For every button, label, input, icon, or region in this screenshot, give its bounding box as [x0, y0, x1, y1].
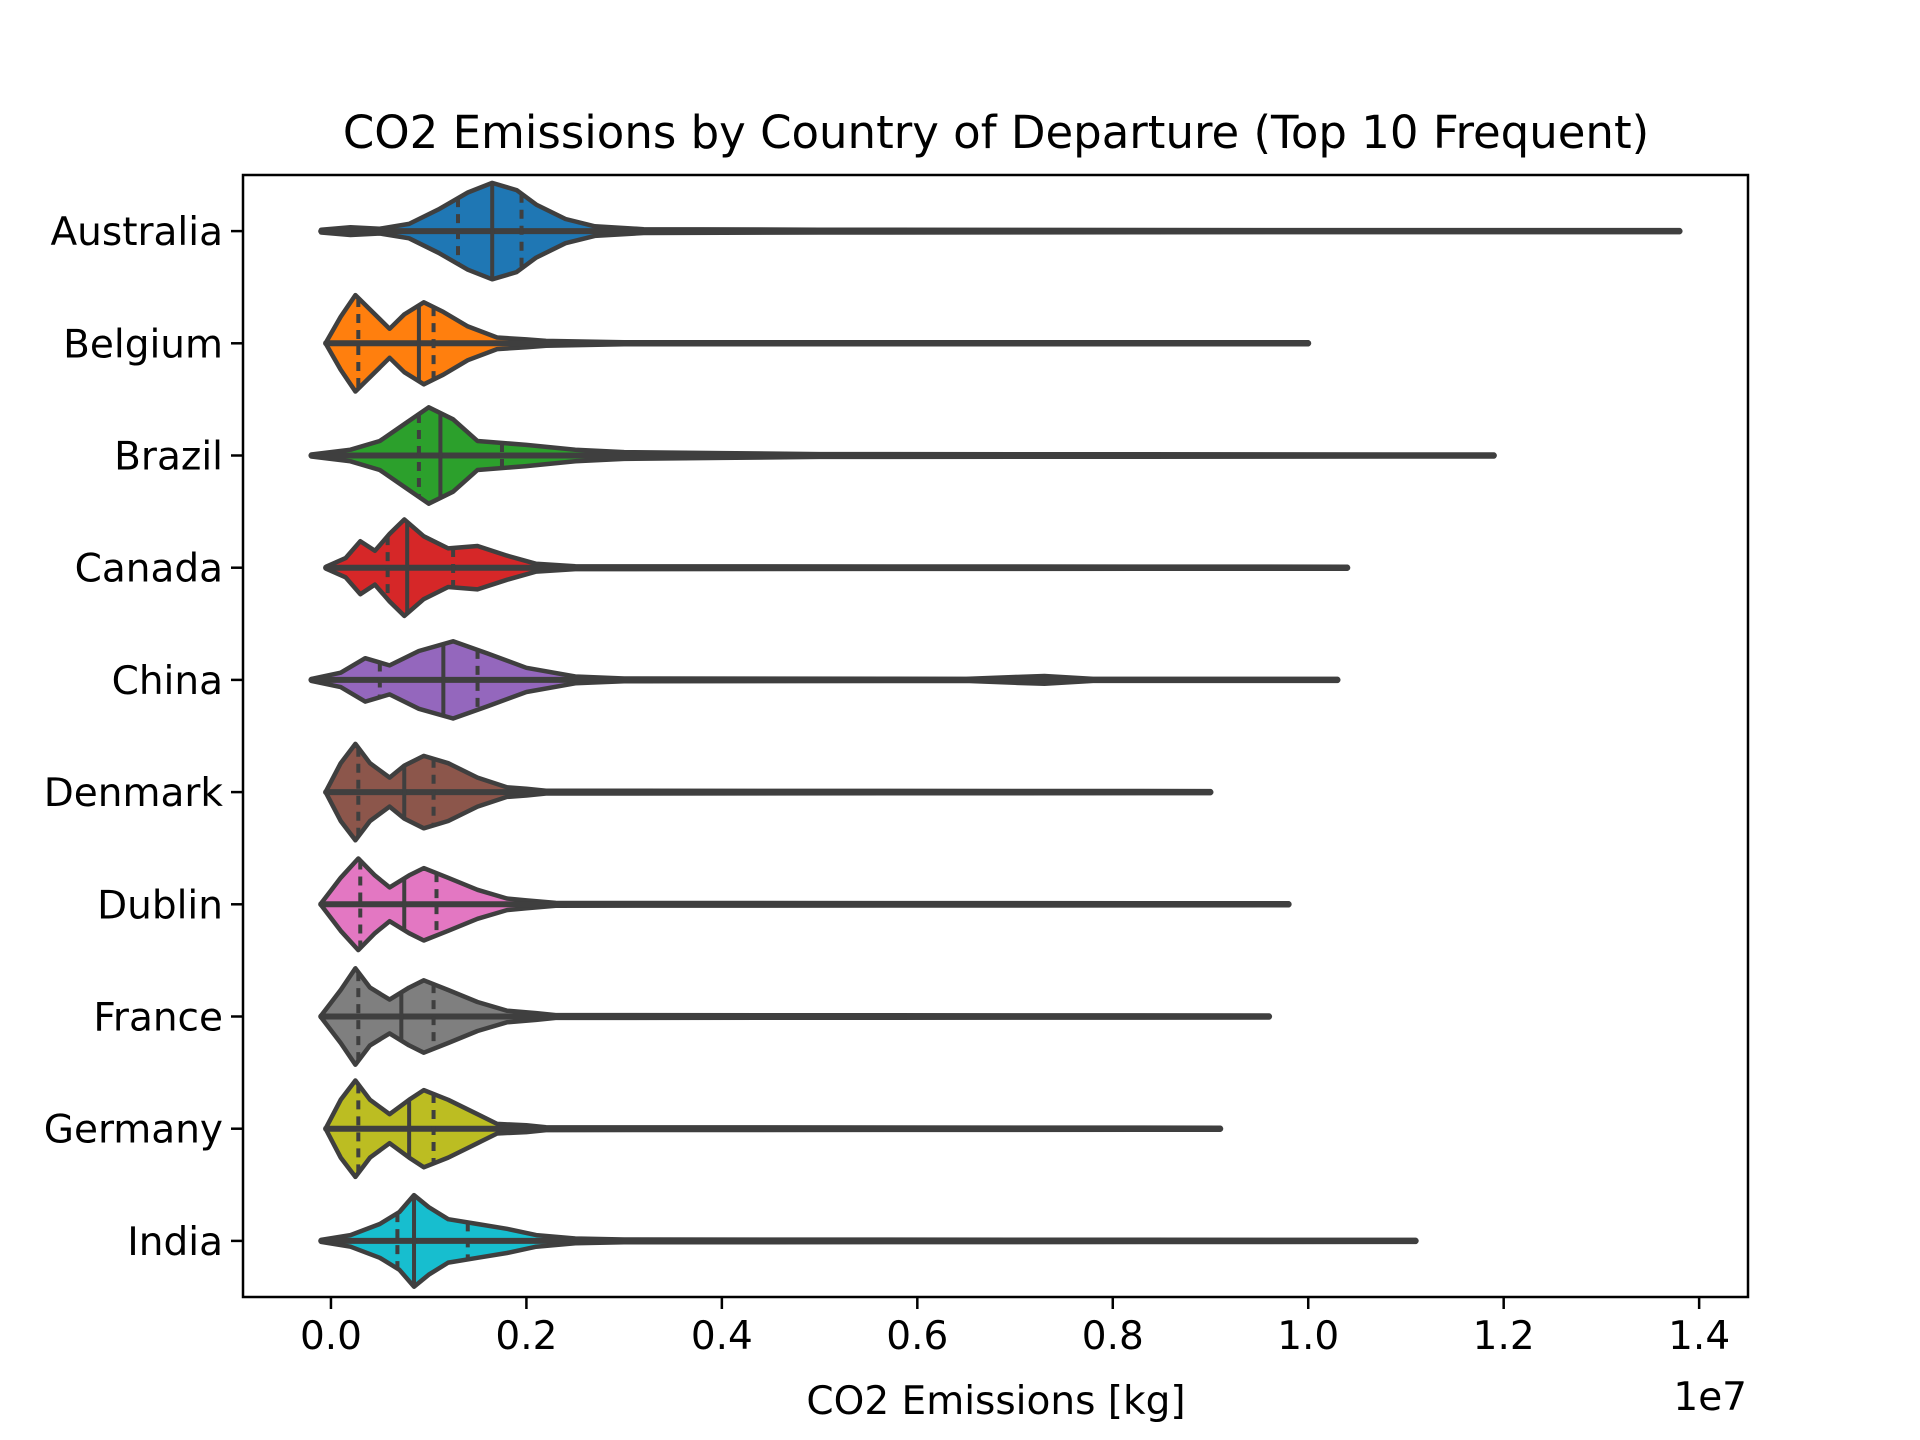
y-tick-label-china: China	[112, 659, 223, 704]
x-tick-label-1: 0.2	[495, 1314, 557, 1359]
x-tick-label-2: 0.4	[691, 1314, 753, 1359]
x-axis-label: CO2 Emissions [kg]	[806, 1379, 1185, 1424]
x-axis-offset-label: 1e7	[1673, 1375, 1747, 1420]
y-axis: Australia Belgium Brazil Canada China Denmark…	[44, 210, 243, 1265]
x-axis: 0.0 0.2 0.4 0.6 0.8 1.0 1.2 1.4	[300, 1297, 1730, 1359]
y-tick-label-france: France	[93, 996, 223, 1041]
y-tick-label-denmark: Denmark	[44, 771, 224, 816]
y-tick-label-belgium: Belgium	[63, 322, 223, 367]
x-tick-label-3: 0.6	[886, 1314, 948, 1359]
y-tick-label-dublin: Dublin	[97, 883, 223, 928]
chart-title: CO2 Emissions by Country of Departure (T…	[343, 106, 1649, 159]
y-tick-label-india: India	[127, 1220, 223, 1265]
x-tick-label-4: 0.8	[1082, 1314, 1144, 1359]
x-tick-label-5: 1.0	[1277, 1314, 1339, 1359]
violin-group	[308, 180, 1683, 1289]
y-tick-label-canada: Canada	[75, 547, 223, 592]
y-tick-label-germany: Germany	[44, 1108, 223, 1153]
x-tick-label-6: 1.2	[1473, 1314, 1535, 1359]
y-tick-label-australia: Australia	[50, 210, 223, 255]
x-tick-label-7: 1.4	[1668, 1314, 1730, 1359]
y-tick-label-brazil: Brazil	[114, 435, 223, 480]
plot-frame	[241, 173, 1750, 1299]
x-tick-label-0: 0.0	[300, 1314, 362, 1359]
